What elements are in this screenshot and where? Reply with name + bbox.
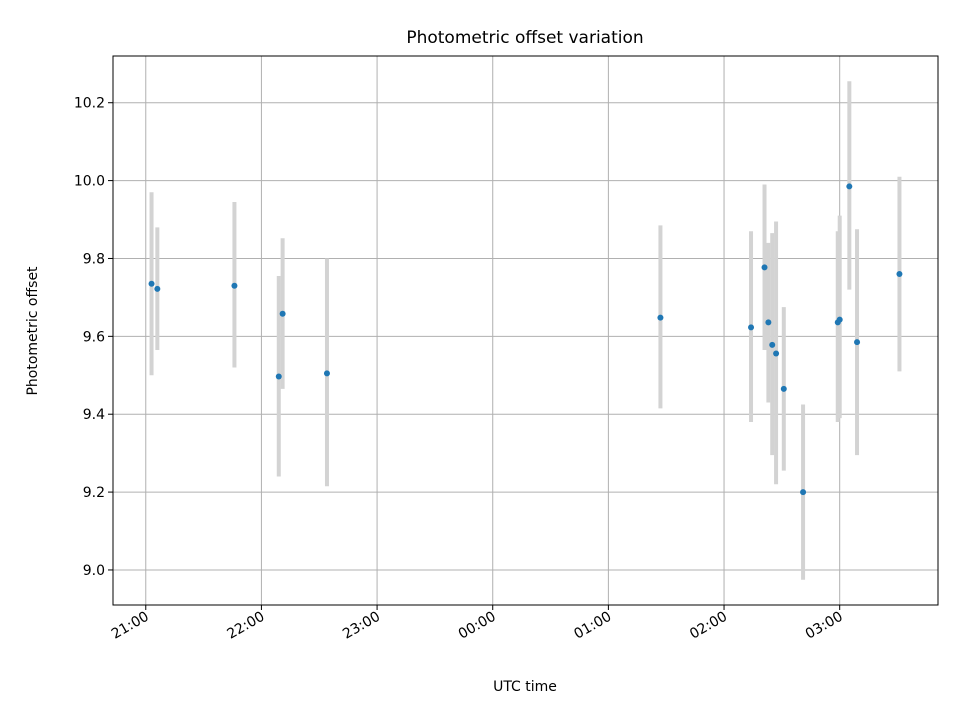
data-point	[800, 489, 807, 496]
plot-frame	[112, 55, 939, 606]
data-point	[148, 280, 155, 287]
y-tick-label: 9.2	[83, 485, 105, 501]
y-axis: 9.0 9.2 9.4 9.6 9.8 10.0 10.2	[74, 96, 113, 579]
data-point	[769, 341, 776, 348]
data-point	[657, 314, 664, 321]
grid	[113, 56, 938, 605]
chart-title: Photometric offset variation	[406, 28, 643, 48]
y-tick-label: 10.0	[74, 174, 105, 190]
y-tick-label: 10.2	[74, 96, 105, 112]
y-tick-label: 9.0	[83, 563, 105, 579]
data-point	[780, 385, 787, 392]
data-point	[275, 373, 282, 380]
data-point	[761, 264, 768, 271]
y-tick-label: 9.6	[83, 329, 105, 345]
data-point	[279, 310, 286, 317]
x-axis-label: UTC time	[493, 679, 557, 695]
data-point	[323, 370, 330, 377]
y-axis-label: Photometric offset	[25, 266, 41, 396]
data-point	[765, 319, 772, 326]
data-point	[773, 350, 780, 357]
y-tick-label: 9.4	[83, 407, 105, 423]
data-point	[836, 316, 843, 323]
data-point	[231, 282, 238, 289]
data-point	[854, 339, 861, 346]
data-point	[846, 183, 853, 190]
data-point	[154, 285, 161, 292]
data-point	[748, 324, 755, 331]
data-points	[148, 183, 903, 496]
data-point	[896, 271, 903, 278]
y-tick-label: 9.8	[83, 251, 105, 267]
